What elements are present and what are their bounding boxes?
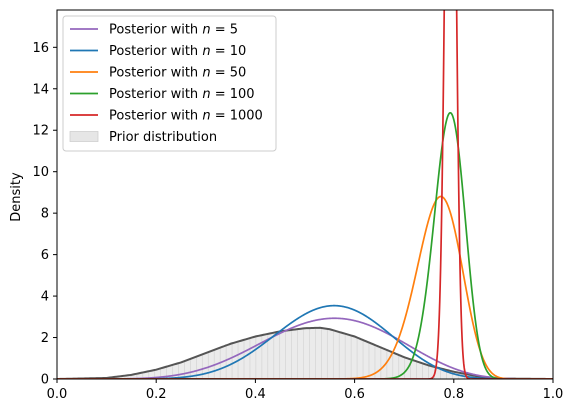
- y-tick-label: 6: [41, 248, 49, 263]
- x-tick-label: 0.2: [146, 387, 167, 402]
- legend-label: Posterior with n = 5: [109, 23, 238, 38]
- x-tick-label: 0.6: [344, 387, 365, 402]
- legend-swatch: [69, 131, 99, 142]
- prior-distribution-area: [57, 327, 553, 379]
- legend-label: Posterior with n = 10: [109, 44, 246, 59]
- y-axis-label: Density: [9, 172, 24, 222]
- plot-area: [56, 9, 554, 380]
- prior-hatch-lines: [88, 327, 501, 379]
- y-tick-label: 12: [32, 124, 49, 139]
- y-tick-label: 0: [41, 373, 49, 388]
- posterior-curve-n100: [57, 111, 553, 379]
- y-tick-label: 14: [32, 82, 49, 97]
- posterior-curve-n50: [57, 195, 553, 379]
- y-tick-label: 2: [41, 331, 49, 346]
- x-tick-label: 0.0: [47, 387, 68, 402]
- x-tick-label: 0.8: [443, 387, 464, 402]
- x-tick-label: 0.4: [245, 387, 266, 402]
- y-tick-label: 4: [41, 290, 49, 305]
- y-tick-label: 16: [32, 41, 49, 56]
- legend-box: [62, 15, 277, 152]
- y-tick-label: 10: [32, 165, 49, 180]
- legend-label: Posterior with n = 1000: [109, 109, 263, 124]
- prior-distribution-curve: [57, 326, 553, 379]
- y-tick-label: 8: [41, 207, 49, 222]
- x-tick-label: 1.0: [543, 387, 564, 402]
- plot-frame: [56, 9, 554, 380]
- legend-label: Posterior with n = 50: [109, 66, 246, 81]
- legend: Posterior with n = 5 Posterior with n = 1…: [62, 15, 277, 152]
- axis-ticks: 0.0 0.2 0.4 0.6 0.8 1.0 0 2 4 6 8 10 12 14 16: [32, 41, 563, 402]
- legend-label: Prior distribution: [109, 130, 217, 145]
- legend-label: Posterior with n = 100: [109, 87, 255, 102]
